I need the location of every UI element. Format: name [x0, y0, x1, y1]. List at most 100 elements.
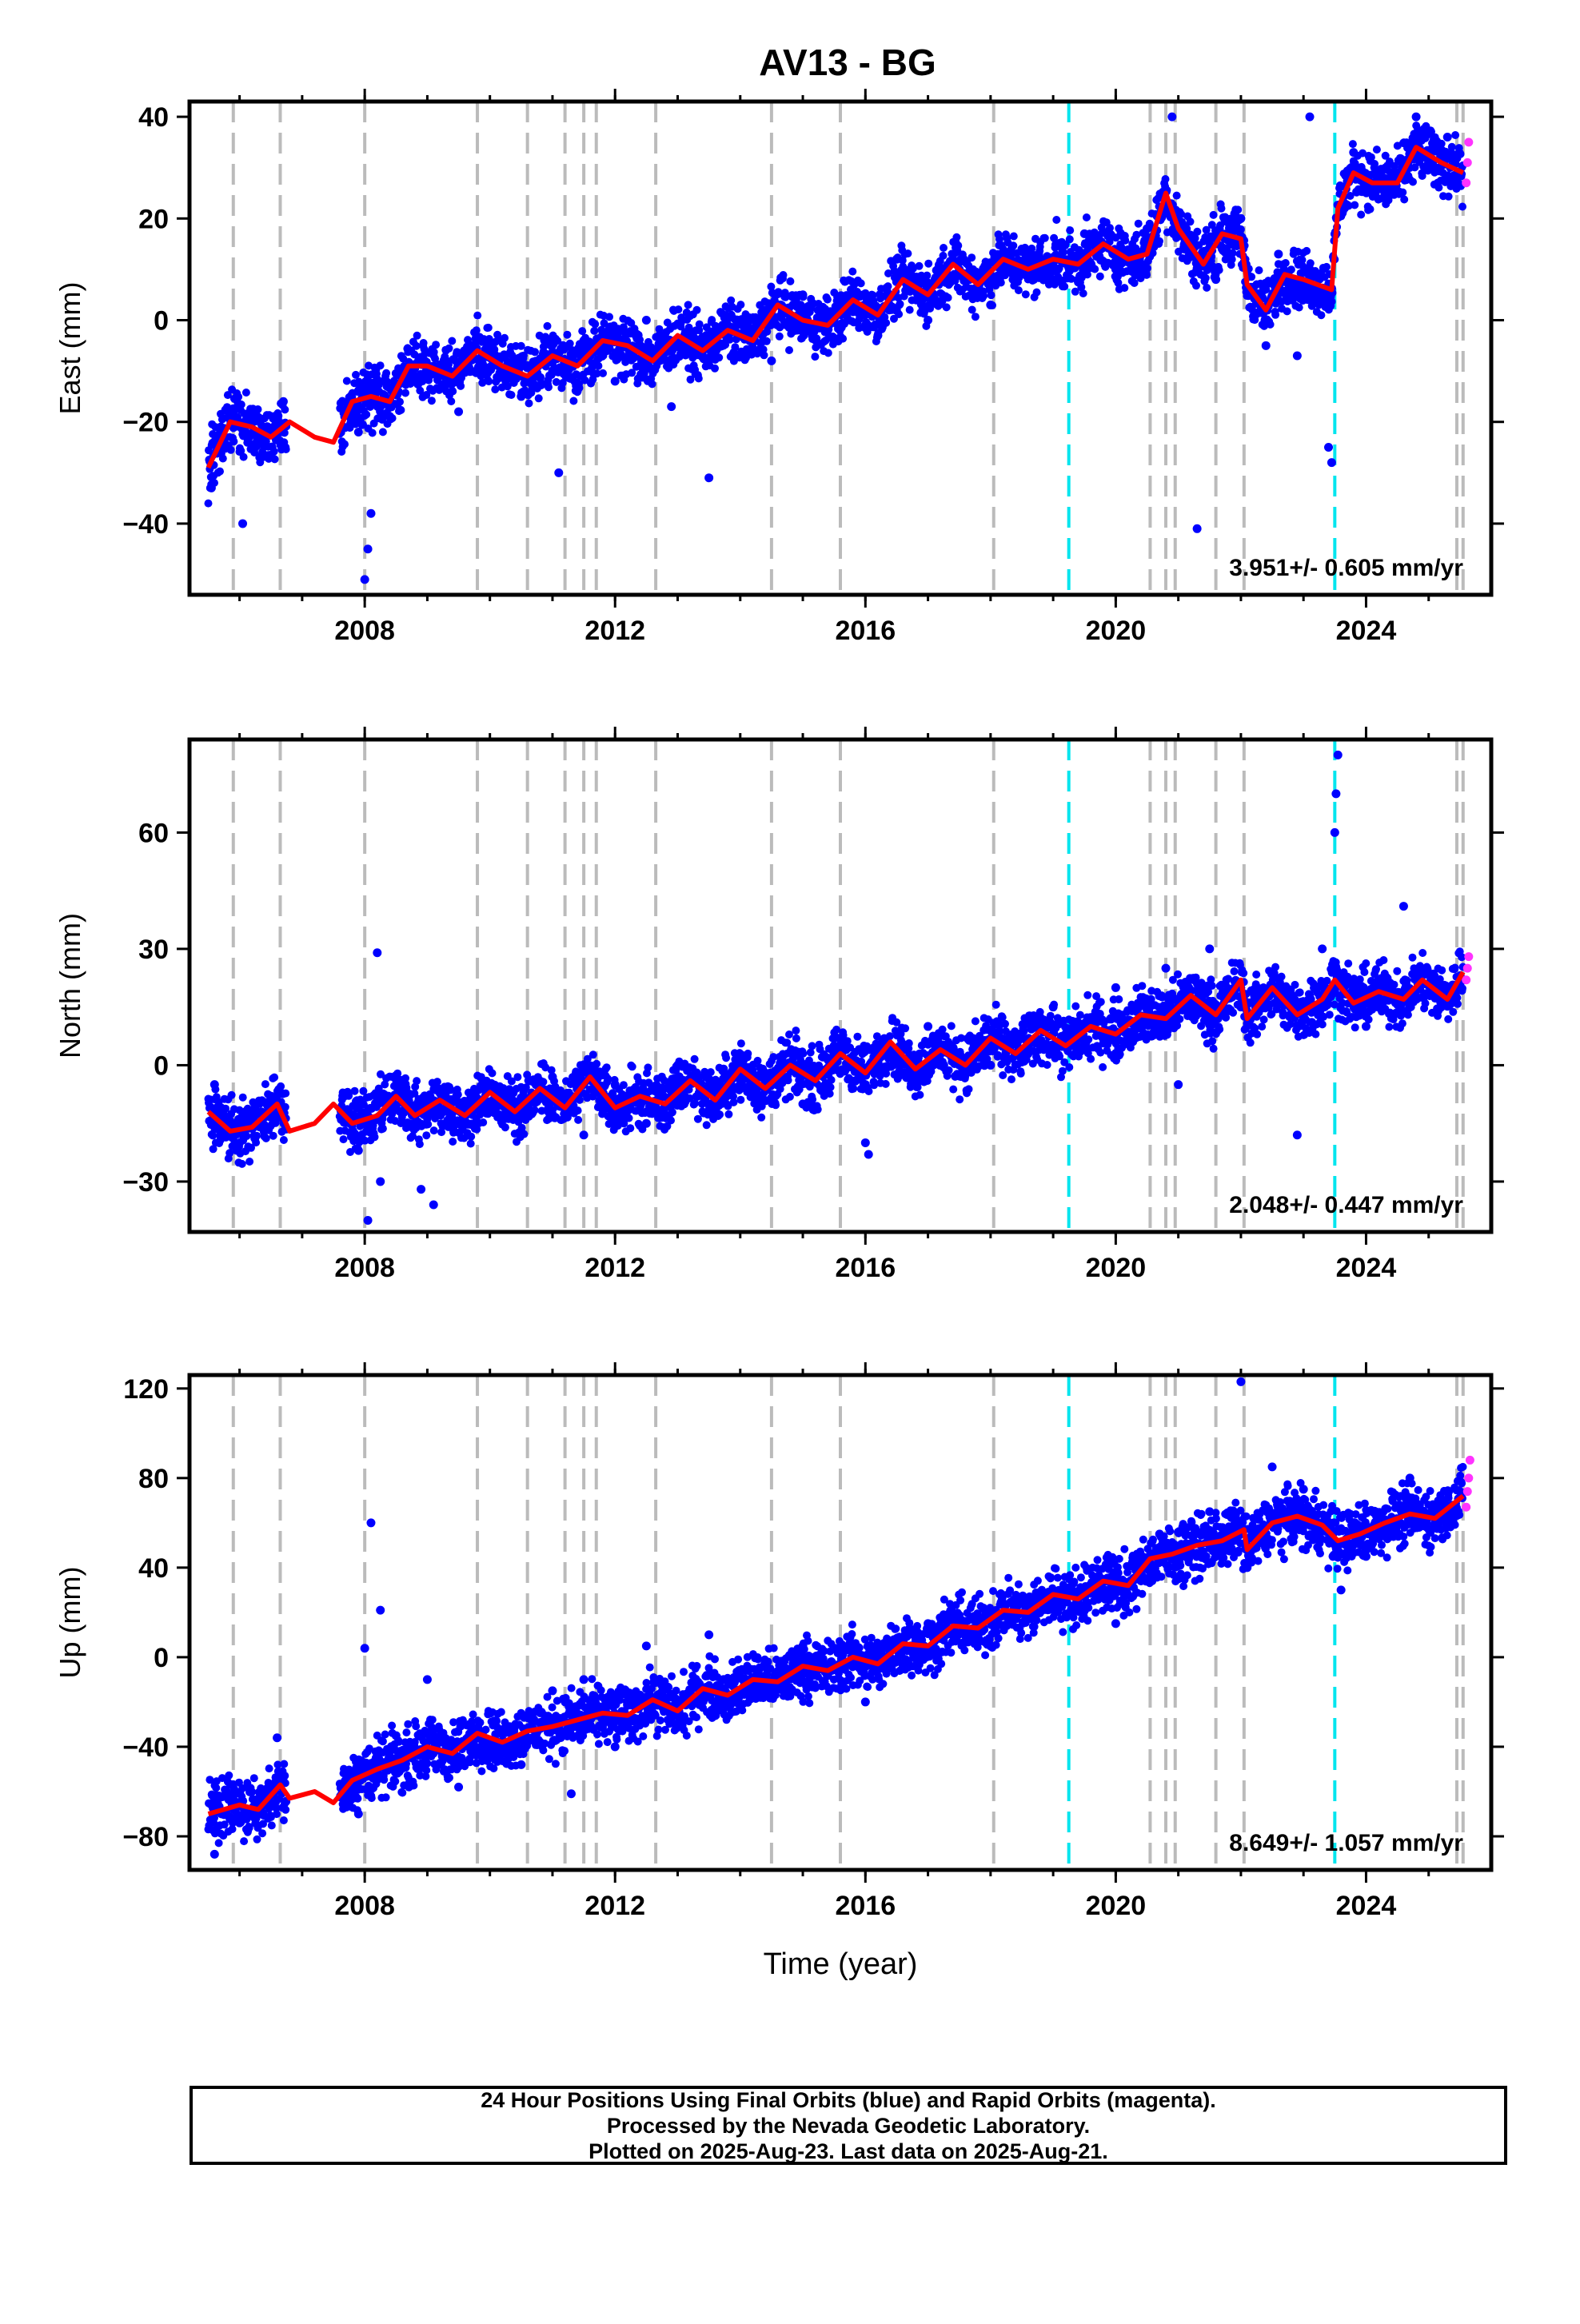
- data-point: [1317, 311, 1325, 319]
- data-point: [786, 1093, 794, 1101]
- data-point: [1351, 201, 1359, 209]
- data-point: [1234, 205, 1242, 213]
- data-point: [544, 322, 552, 330]
- data-point: [1066, 235, 1074, 243]
- data-point: [1373, 145, 1381, 153]
- data-point: [413, 332, 421, 340]
- data-point: [1229, 249, 1237, 257]
- data-point-final: [1211, 275, 1220, 284]
- data-point: [792, 1026, 800, 1034]
- data-point: [1210, 211, 1218, 219]
- data-point: [371, 1133, 379, 1141]
- data-point: [1215, 266, 1223, 274]
- data-point: [943, 303, 951, 311]
- data-point: [1357, 211, 1365, 219]
- data-point-final: [642, 316, 651, 325]
- data-point-final: [736, 316, 744, 325]
- data-point-final: [1274, 249, 1283, 258]
- data-point: [262, 1134, 270, 1142]
- data-point: [1010, 233, 1018, 241]
- data-point: [242, 1132, 250, 1140]
- data-point: [535, 394, 543, 402]
- data-point: [242, 389, 250, 397]
- data-point: [1434, 184, 1442, 192]
- data-point: [432, 341, 440, 349]
- data-point: [341, 440, 349, 448]
- data-point: [884, 282, 892, 290]
- data-point-final: [1111, 265, 1120, 273]
- data-point-final: [1236, 214, 1245, 223]
- data-point: [578, 327, 586, 335]
- data-point: [968, 306, 976, 314]
- data-point-final: [1306, 113, 1315, 122]
- data-point-final: [279, 397, 288, 406]
- data-point-final: [554, 468, 563, 477]
- data-point-final: [1193, 524, 1202, 533]
- data-point: [589, 1050, 597, 1058]
- data-point: [848, 268, 856, 276]
- data-point: [1283, 307, 1291, 315]
- data-point: [760, 351, 768, 359]
- data-point: [716, 1110, 724, 1118]
- data-point: [944, 293, 952, 301]
- data-point-final: [924, 316, 932, 325]
- data-point: [485, 377, 493, 385]
- data-point: [574, 1106, 582, 1114]
- data-point: [225, 1149, 233, 1157]
- data-point: [1287, 265, 1295, 273]
- data-point-final: [580, 336, 589, 345]
- data-point-final: [1327, 458, 1336, 467]
- data-point: [491, 385, 499, 393]
- data-point-final: [1324, 443, 1333, 452]
- data-point: [240, 453, 248, 461]
- data-point: [1271, 311, 1279, 319]
- data-point-final: [454, 408, 463, 417]
- data-point: [447, 397, 455, 405]
- data-point: [1041, 234, 1049, 242]
- data-point: [545, 383, 553, 391]
- data-point: [737, 1039, 745, 1047]
- data-point: [591, 320, 599, 328]
- data-point: [422, 1131, 430, 1139]
- data-point: [234, 393, 242, 401]
- data-point: [517, 342, 525, 350]
- data-point: [1083, 213, 1091, 221]
- rate-label: 3.951+/- 0.605 mm/yr: [1229, 555, 1463, 581]
- data-point: [563, 331, 571, 339]
- data-point: [667, 1117, 675, 1125]
- data-point: [604, 1074, 612, 1082]
- data-point: [668, 1108, 676, 1116]
- data-point-final: [361, 575, 369, 584]
- data-point: [1033, 289, 1041, 297]
- data-point: [525, 400, 533, 408]
- data-point: [853, 1033, 861, 1041]
- data-point: [253, 1132, 261, 1140]
- y-tick-label: −40: [122, 509, 169, 540]
- data-point: [1448, 143, 1456, 151]
- y-tick-label: 20: [138, 204, 169, 234]
- data-point: [882, 319, 890, 327]
- x-tick-label: 2024: [1336, 616, 1397, 646]
- data-point: [340, 1135, 348, 1143]
- data-point-final: [1262, 341, 1271, 350]
- data-point: [1060, 282, 1068, 290]
- data-point: [691, 1055, 699, 1063]
- data-point-final: [1412, 113, 1421, 122]
- data-point-final: [263, 423, 272, 432]
- data-point: [715, 353, 723, 361]
- data-point: [924, 260, 932, 268]
- data-point: [282, 445, 290, 453]
- data-point-final: [799, 290, 808, 299]
- data-point: [785, 1030, 793, 1038]
- data-point: [1066, 226, 1074, 234]
- data-point-final: [1349, 148, 1358, 157]
- data-point: [786, 277, 794, 285]
- data-point: [362, 411, 370, 419]
- data-point: [628, 1062, 636, 1070]
- data-point: [1237, 225, 1245, 233]
- data-point: [245, 1158, 253, 1166]
- data-point: [754, 1057, 762, 1065]
- data-point: [261, 1080, 269, 1088]
- data-point: [1052, 216, 1060, 224]
